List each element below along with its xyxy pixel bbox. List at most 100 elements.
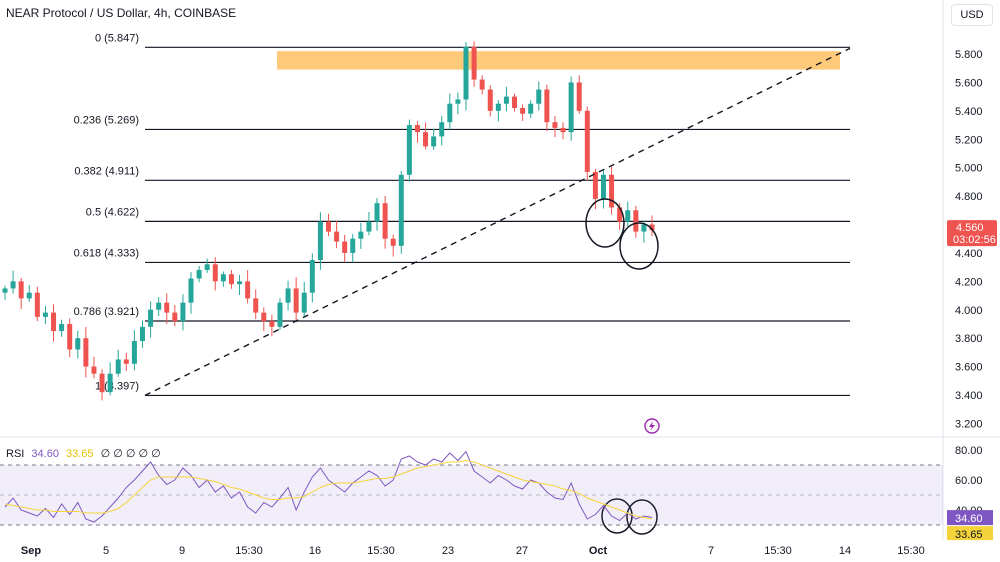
last-price-badge <box>947 220 997 247</box>
candle-up <box>115 359 121 374</box>
fib-level-label: 1 (3.397) <box>95 380 139 392</box>
price-tick-label: 4.800 <box>955 191 983 203</box>
time-tick-label: 15:30 <box>897 545 925 557</box>
candle-up <box>358 231 364 239</box>
candle-down <box>423 132 429 147</box>
time-tick-label: 15:30 <box>764 545 792 557</box>
candle-up <box>309 260 315 293</box>
candle-down <box>83 338 89 367</box>
rsi-ma-badge <box>947 526 993 541</box>
time-tick-label: Oct <box>589 545 608 557</box>
time-tick-label: 27 <box>516 545 528 557</box>
price-tick-label: 4.400 <box>955 248 983 260</box>
last-price-text: 4.560 <box>956 222 984 234</box>
candle-down <box>390 238 396 246</box>
candle-up <box>42 312 48 317</box>
rsi-value-badge <box>947 510 993 526</box>
candle-up <box>568 82 574 133</box>
candle-down <box>269 321 275 327</box>
rsi-legend: RSI 34.60 33.65 ∅ ∅ ∅ ∅ ∅ <box>6 447 165 460</box>
chart-title: NEAR Protocol / US Dollar, 4h, COINBASE <box>6 6 237 20</box>
candle-up <box>528 103 534 114</box>
trendline-layer <box>144 47 851 397</box>
candle-up <box>398 174 404 246</box>
candle-down <box>512 96 518 108</box>
candle-down <box>576 82 582 111</box>
time-tick-label: 9 <box>179 545 185 557</box>
candles-layer <box>2 41 655 401</box>
candle-down <box>609 174 615 208</box>
candle-down <box>544 89 550 123</box>
candle-up <box>2 288 8 293</box>
price-tick-label: 5.400 <box>955 106 983 118</box>
price-tick-label: 5.200 <box>955 134 983 146</box>
candle-down <box>293 288 299 313</box>
candle-up <box>180 302 186 322</box>
candle-up <box>107 373 113 393</box>
candle-up <box>131 341 137 364</box>
candle-up <box>75 338 81 350</box>
rsi-settings: ∅ ∅ ∅ ∅ ∅ <box>100 448 161 460</box>
time-tick-label: 15:30 <box>367 545 395 557</box>
price-tick-label: 5.800 <box>955 49 983 61</box>
candle-up <box>503 96 509 104</box>
candle-down <box>91 366 97 374</box>
time-tick-label: Sep <box>21 545 41 557</box>
fib-level-label: 0.382 (4.911) <box>74 165 139 177</box>
candle-up <box>350 238 356 253</box>
price-tick-label: 3.200 <box>955 418 983 430</box>
candle-down <box>164 302 170 313</box>
candle-down <box>471 46 477 80</box>
rsi-tick-label: 80.00 <box>955 445 983 457</box>
fib-level-label: 0 (5.847) <box>95 32 139 44</box>
fib-level-label: 0.236 (5.269) <box>74 114 139 126</box>
rsi-label: RSI <box>6 448 25 460</box>
candle-up <box>431 136 437 147</box>
price-tick-label: 5.000 <box>955 163 983 175</box>
candle-down <box>261 312 267 322</box>
rsi-ma-badge-text: 33.65 <box>955 529 983 541</box>
candle-up <box>447 103 453 123</box>
candle-down <box>326 221 331 232</box>
fib-level-label: 0.5 (4.622) <box>86 206 139 218</box>
time-tick-label: 15:30 <box>235 545 263 557</box>
candle-up <box>196 269 202 279</box>
time-tick-label: 16 <box>309 545 321 557</box>
candle-down <box>520 107 526 114</box>
rsi-tick-label: 60.00 <box>955 475 983 487</box>
candle-down <box>592 171 598 199</box>
candle-down <box>212 264 218 282</box>
candle-down <box>172 312 178 322</box>
dashed-trendline <box>144 47 851 397</box>
candle-up <box>59 323 65 332</box>
candle-up <box>139 326 145 342</box>
candle-up <box>536 89 542 104</box>
candle-up <box>156 302 162 310</box>
currency-button[interactable]: USD <box>951 4 993 26</box>
candle-down <box>34 292 40 317</box>
candle-up <box>366 221 372 232</box>
lightning-bolt-icon <box>649 421 655 431</box>
resistance-zone <box>277 51 840 70</box>
candle-up <box>26 292 32 299</box>
candle-down <box>123 359 129 364</box>
candle-down <box>649 224 655 231</box>
highlight-circle <box>619 222 659 270</box>
time-tick-label: 5 <box>103 545 109 557</box>
candle-down <box>228 274 234 285</box>
highlight-circle <box>585 198 625 248</box>
resistance-zone-layer <box>277 51 840 70</box>
candle-up <box>188 278 194 303</box>
candle-down <box>99 373 105 393</box>
price-tick-label: 4.200 <box>955 276 983 288</box>
candle-down <box>487 89 493 111</box>
candle-down <box>584 110 590 172</box>
candle-up <box>10 281 16 289</box>
candle-up <box>277 302 283 327</box>
candle-down <box>51 312 57 332</box>
candle-down <box>552 122 558 128</box>
candle-up <box>495 103 501 111</box>
rsi-line <box>4 450 653 523</box>
candle-down <box>334 231 340 242</box>
